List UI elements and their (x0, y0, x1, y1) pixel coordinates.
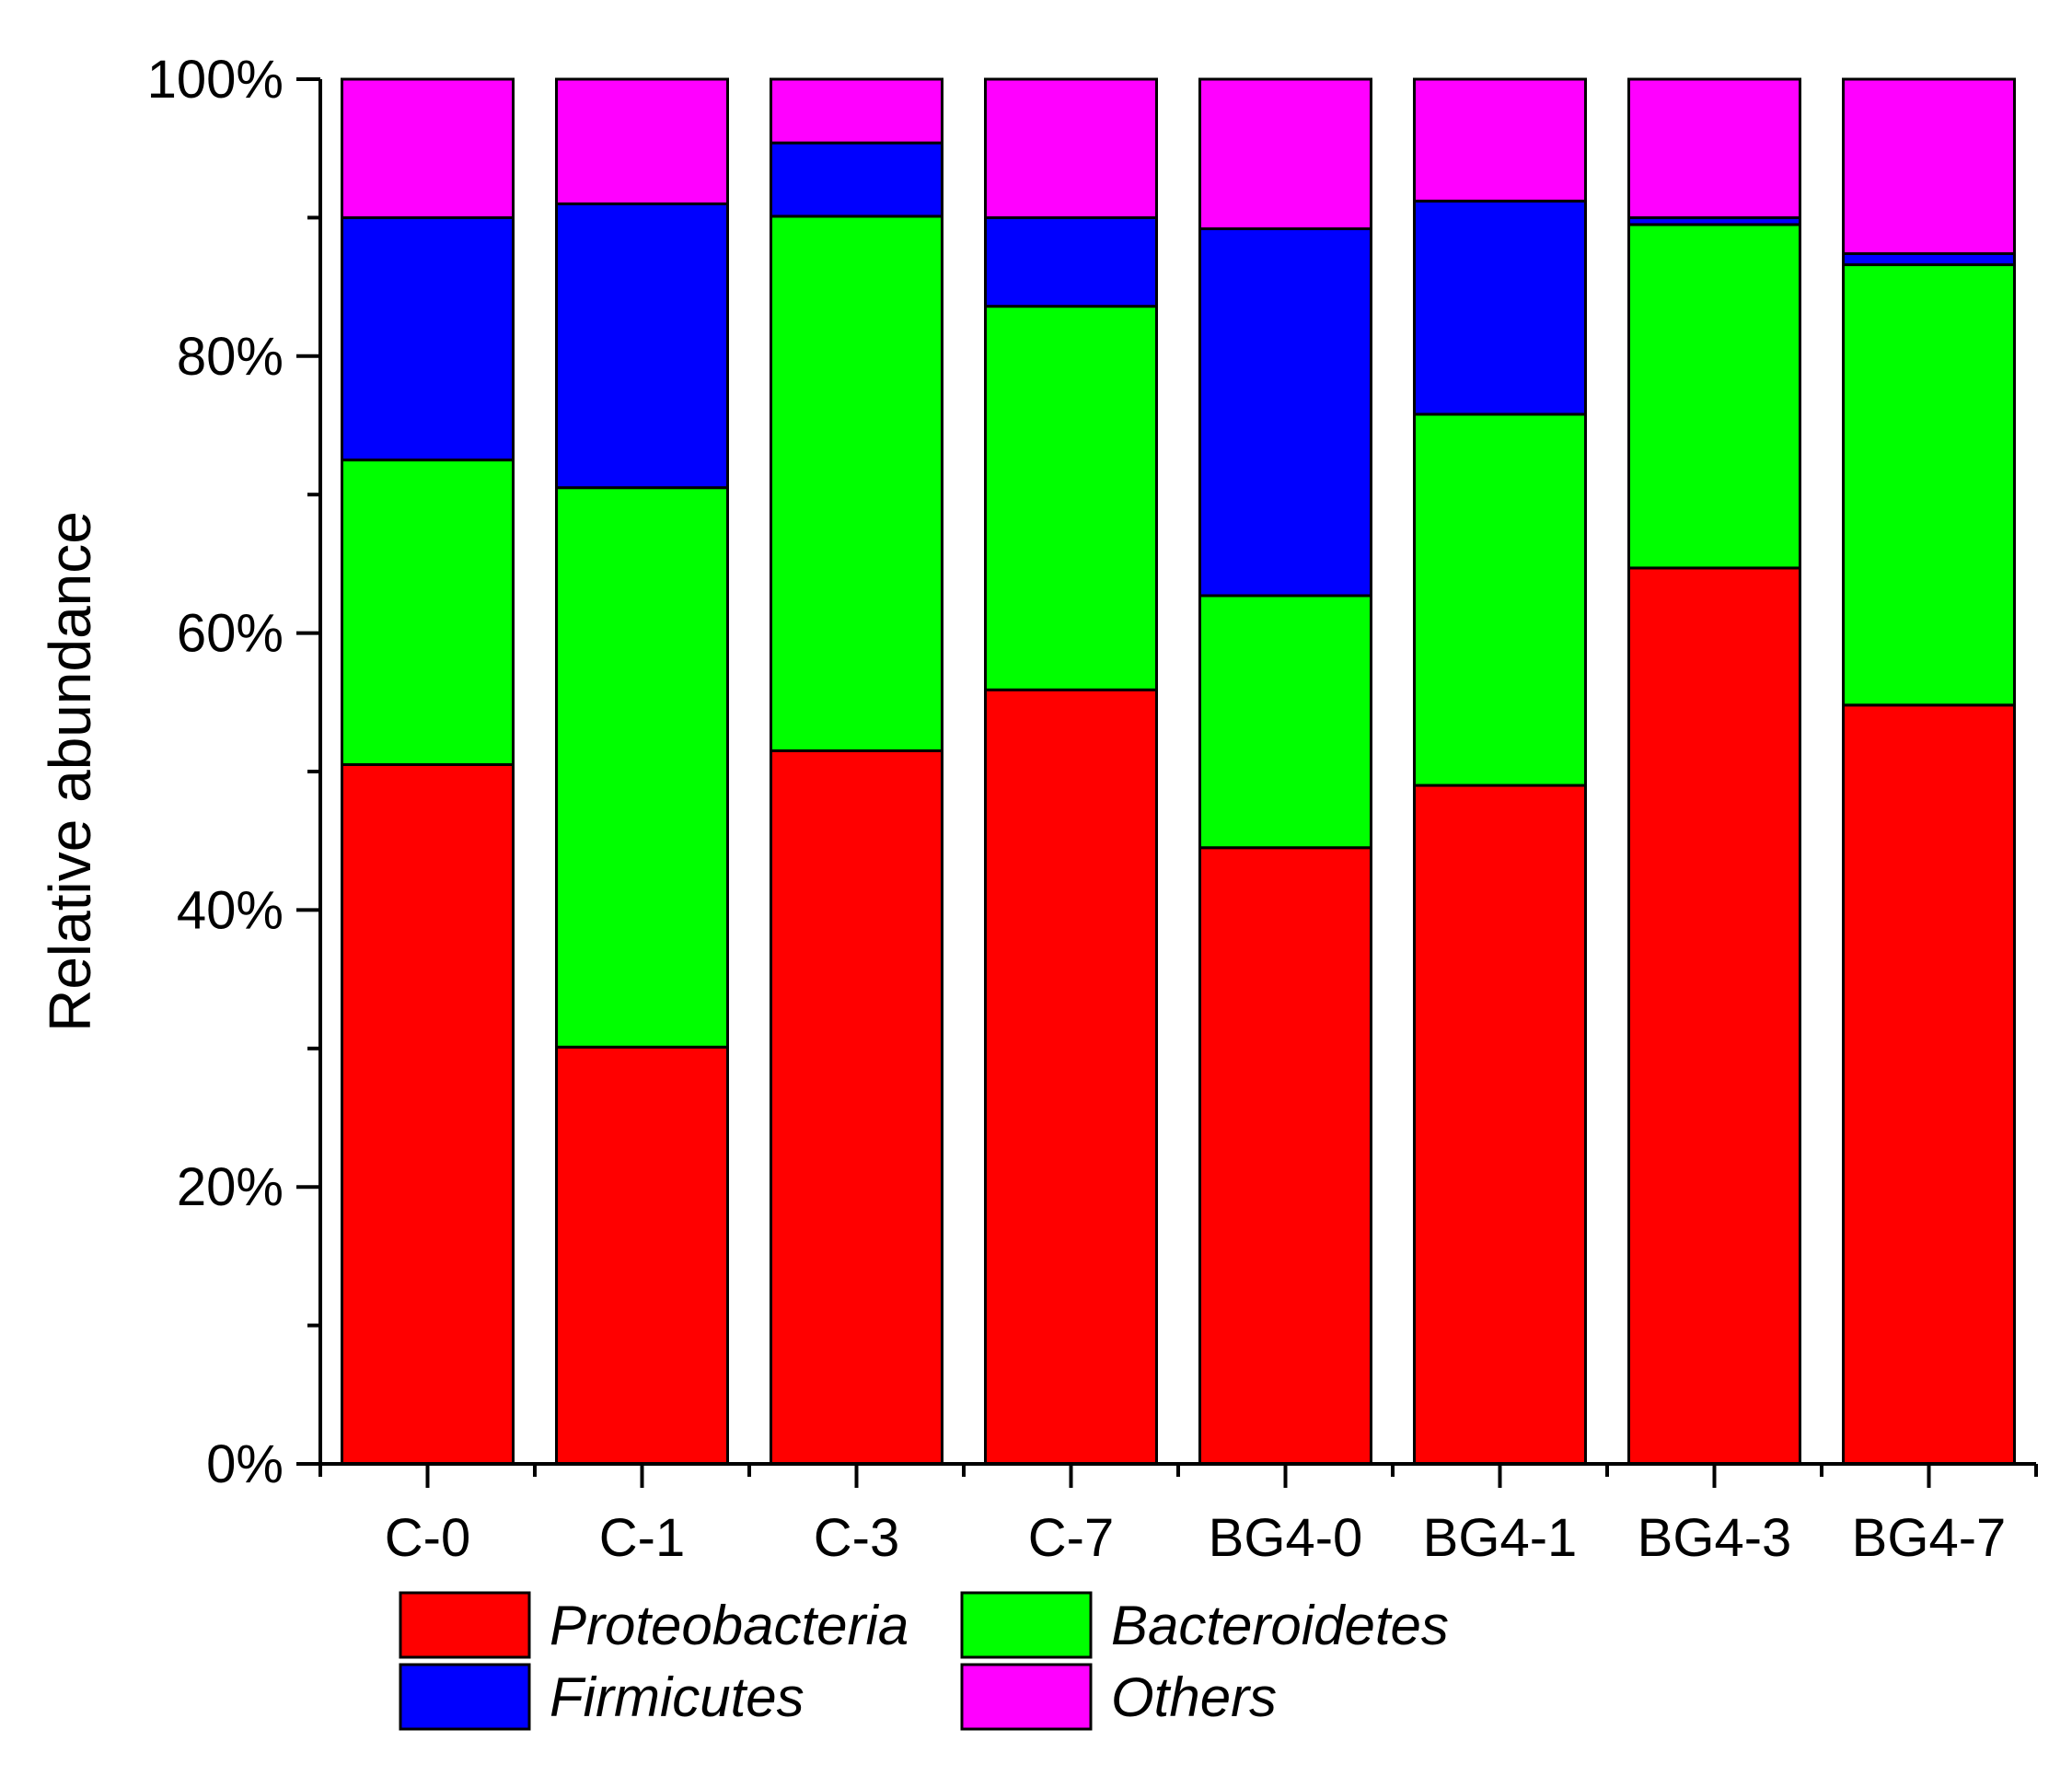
bar-segment-proteobacteria (1198, 846, 1372, 1466)
bar-segment-bacteroidetes (341, 459, 515, 766)
y-tick-label: 20% (177, 1157, 284, 1217)
x-tick-label: BG4-7 (1852, 1508, 2007, 1568)
bar-segment-firmicutes (555, 202, 729, 490)
bar-stack-c-3 (770, 77, 943, 1466)
bar-segment-others (1198, 77, 1372, 230)
bar-segment-firmicutes (770, 141, 943, 218)
bar-segment-others (1627, 77, 1801, 219)
x-tick-label: BG4-0 (1209, 1508, 1363, 1568)
legend-label-proteobacteria: Proteobacteria (550, 1595, 909, 1656)
y-tick-label: 80% (177, 327, 284, 387)
bar-stack-c-1 (555, 77, 729, 1466)
x-tick-label: BG4-3 (1638, 1508, 1792, 1568)
axes-layer (296, 77, 2038, 1488)
bar-segment-proteobacteria (1627, 566, 1801, 1466)
x-tick-label: C-1 (599, 1508, 685, 1568)
legend-item-proteobacteria: Proteobacteria (399, 1591, 909, 1659)
legend-swatch-firmicutes (399, 1663, 531, 1731)
bar-stack-bg4-3 (1627, 77, 1801, 1466)
bar-stack-bg4-0 (1198, 77, 1372, 1466)
x-tick-label: C-7 (1028, 1508, 1114, 1568)
x-tick-label: BG4-1 (1423, 1508, 1578, 1568)
bar-segment-proteobacteria (341, 762, 515, 1466)
legend-item-bacteroidetes: Bacteroidetes (960, 1591, 1449, 1659)
legend-swatch-bacteroidetes (960, 1591, 1093, 1659)
y-tick-label: 100% (147, 50, 284, 110)
bar-segment-proteobacteria (770, 749, 943, 1466)
bar-segment-others (1842, 77, 2016, 256)
x-tick-label: C-3 (814, 1508, 899, 1568)
bar-segment-others (555, 77, 729, 205)
bar-segment-firmicutes (341, 215, 515, 462)
bar-stack-bg4-1 (1413, 77, 1587, 1466)
bar-segment-bacteroidetes (984, 305, 1158, 691)
bar-segment-firmicutes (1198, 226, 1372, 598)
bar-segment-proteobacteria (1413, 784, 1587, 1466)
legend-swatch-others (960, 1663, 1093, 1731)
legend-label-firmicutes: Firmicutes (550, 1666, 804, 1728)
bar-segment-others (770, 77, 943, 145)
bar-stack-bg4-7 (1842, 77, 2016, 1466)
y-tick-label: 40% (177, 880, 284, 940)
labels-layer: 0% 20% 40% 60% 80% 100% C-0 C-1 C-3 C-7 BG4-0 BG4-1… (37, 50, 2006, 1568)
bar-segment-firmicutes (1413, 199, 1587, 416)
y-tick-label: 60% (177, 604, 284, 664)
bar-segment-bacteroidetes (1198, 594, 1372, 850)
bar-stack-c-7 (984, 77, 1158, 1466)
bar-stack-c-0 (341, 77, 515, 1466)
bar-segment-proteobacteria (555, 1045, 729, 1466)
legend: Proteobacteria Bacteroidetes Firmicutes Oth… (399, 1591, 1449, 1731)
bar-segment-firmicutes (1842, 252, 2016, 267)
bar-segment-proteobacteria (984, 688, 1158, 1466)
bar-segment-others (984, 77, 1158, 219)
bar-segment-bacteroidetes (555, 486, 729, 1049)
legend-label-bacteroidetes: Bacteroidetes (1111, 1595, 1449, 1656)
bar-segment-bacteroidetes (1842, 263, 2016, 707)
legend-item-firmicutes: Firmicutes (399, 1663, 804, 1731)
y-axis-title: Relative abundance (37, 511, 103, 1032)
bars-layer (341, 77, 2016, 1466)
bar-segment-bacteroidetes (1413, 412, 1587, 787)
legend-swatch-proteobacteria (399, 1591, 531, 1659)
y-tick-label: 0% (206, 1434, 284, 1494)
bar-segment-bacteroidetes (770, 215, 943, 752)
x-tick-label: C-0 (385, 1508, 470, 1568)
bar-segment-bacteroidetes (1627, 223, 1801, 570)
legend-item-others: Others (960, 1663, 1277, 1731)
legend-label-others: Others (1111, 1666, 1277, 1728)
bar-segment-firmicutes (984, 215, 1158, 308)
bar-segment-proteobacteria (1842, 703, 2016, 1466)
bar-segment-others (341, 77, 515, 219)
bar-segment-others (1413, 77, 1587, 203)
